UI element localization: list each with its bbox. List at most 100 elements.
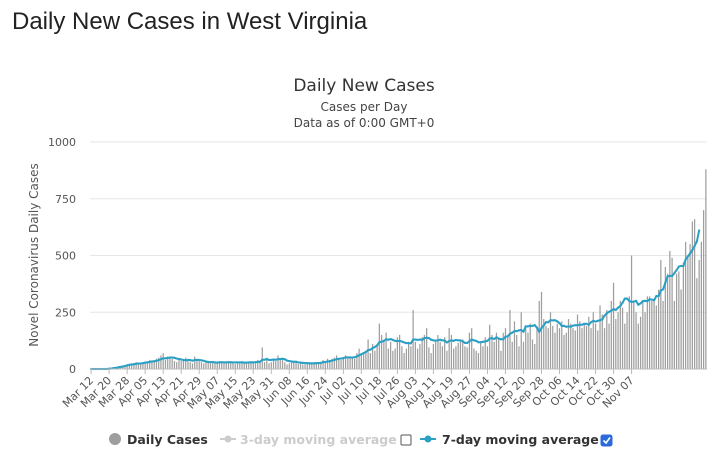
daily-cases-bar bbox=[205, 362, 207, 369]
daily-cases-bar bbox=[128, 364, 131, 369]
avg7-point bbox=[135, 362, 138, 365]
avg7-point bbox=[533, 324, 536, 327]
daily-cases-bar bbox=[682, 262, 684, 369]
avg7-point bbox=[412, 338, 415, 341]
daily-cases-bar bbox=[158, 357, 160, 369]
avg7-point bbox=[376, 344, 379, 347]
avg7-point bbox=[625, 297, 629, 300]
daily-cases-bar bbox=[135, 362, 137, 369]
daily-cases-bar bbox=[306, 363, 308, 369]
daily-cases-bar bbox=[482, 346, 484, 369]
avg7-point bbox=[403, 341, 406, 344]
avg7-point bbox=[556, 320, 559, 323]
avg7-point bbox=[675, 268, 678, 272]
avg7-point bbox=[360, 353, 363, 356]
daily-cases-bar bbox=[590, 328, 592, 369]
avg7-point bbox=[445, 341, 449, 344]
daily-cases-bar bbox=[574, 330, 576, 369]
avg7-point bbox=[418, 338, 421, 341]
avg7-point bbox=[686, 255, 689, 258]
avg7-point bbox=[421, 338, 424, 342]
legend-item-daily-cases[interactable]: Daily Cases bbox=[109, 432, 208, 447]
daily-cases-bar bbox=[477, 353, 480, 369]
avg7-point bbox=[457, 339, 460, 342]
daily-cases-bar bbox=[320, 362, 322, 369]
daily-cases-bar bbox=[164, 359, 167, 369]
avg7-point bbox=[128, 363, 131, 367]
daily-cases-bar bbox=[155, 358, 158, 369]
legend-item-avg3[interactable]: 3-day moving average bbox=[220, 432, 397, 447]
avg7-point bbox=[630, 300, 633, 304]
daily-cases-bar bbox=[295, 362, 297, 369]
daily-cases-bar bbox=[475, 350, 477, 369]
daily-cases-bar bbox=[489, 324, 491, 369]
y-tick-label: 1000 bbox=[48, 136, 76, 149]
daily-cases-bar bbox=[401, 346, 403, 369]
avg7-point bbox=[695, 240, 698, 243]
daily-cases-bar bbox=[480, 341, 482, 369]
legend-item-avg7[interactable]: 7-day moving average bbox=[420, 432, 599, 447]
daily-cases-bar bbox=[405, 348, 407, 369]
daily-cases-bar bbox=[257, 359, 259, 369]
daily-cases-bar bbox=[687, 255, 689, 369]
daily-cases-bar bbox=[383, 341, 385, 369]
daily-cases-bar bbox=[399, 334, 401, 369]
avg7-point bbox=[290, 360, 293, 363]
avg7-point bbox=[439, 338, 442, 341]
avg3-checkbox[interactable] bbox=[400, 434, 412, 446]
y-tick-label: 500 bbox=[55, 250, 76, 263]
avg7-point bbox=[238, 361, 241, 364]
avg7-point bbox=[234, 361, 237, 364]
daily-cases-bar bbox=[511, 341, 513, 369]
daily-cases-bar bbox=[209, 363, 212, 369]
avg7-point bbox=[463, 341, 467, 344]
avg7-point bbox=[547, 321, 550, 324]
avg7-checkbox[interactable] bbox=[600, 434, 613, 447]
avg7-point bbox=[515, 329, 518, 333]
daily-cases-bar bbox=[396, 337, 398, 369]
daily-cases-bar bbox=[333, 357, 335, 369]
daily-cases-bar bbox=[408, 341, 410, 369]
daily-cases-bar bbox=[507, 334, 509, 369]
daily-cases-bar bbox=[491, 334, 493, 369]
daily-cases-bar bbox=[218, 361, 221, 369]
avg7-point bbox=[623, 297, 626, 300]
avg7-point bbox=[378, 341, 381, 344]
avg7-point bbox=[373, 345, 376, 349]
avg7-point bbox=[603, 314, 606, 317]
daily-cases-bar bbox=[426, 328, 428, 369]
daily-cases-bar bbox=[423, 334, 426, 369]
daily-cases-bar bbox=[254, 363, 257, 369]
daily-cases-bar bbox=[466, 347, 468, 369]
daily-cases-bar bbox=[648, 296, 651, 369]
daily-cases-bar bbox=[509, 309, 511, 369]
avg7-point bbox=[497, 337, 500, 340]
y-tick-label: 250 bbox=[55, 306, 76, 319]
avg7-point bbox=[511, 331, 514, 334]
daily-cases-bar bbox=[367, 339, 369, 369]
daily-cases-bar bbox=[171, 358, 173, 369]
avg7-point bbox=[146, 361, 149, 364]
daily-cases-bar bbox=[617, 312, 619, 369]
avg7-point bbox=[213, 361, 217, 364]
avg7-point bbox=[436, 339, 440, 342]
avg7-point bbox=[326, 360, 329, 363]
avg7-point bbox=[184, 359, 187, 362]
daily-cases-bar bbox=[335, 355, 338, 369]
daily-cases-bar bbox=[353, 358, 356, 369]
avg7-point bbox=[306, 362, 309, 365]
avg7-point bbox=[664, 281, 667, 284]
daily-cases-bar bbox=[236, 362, 239, 369]
daily-cases-bar bbox=[414, 341, 417, 369]
daily-cases-bar bbox=[522, 341, 525, 369]
avg7-point bbox=[486, 339, 489, 342]
daily-cases-bar bbox=[182, 360, 185, 369]
daily-cases-bar bbox=[140, 364, 142, 369]
daily-cases-bar bbox=[673, 300, 675, 369]
avg7-point bbox=[211, 360, 214, 364]
avg7-point bbox=[580, 323, 584, 326]
daily-cases-bar bbox=[299, 363, 302, 369]
avg7-point bbox=[258, 360, 262, 363]
avg7-point bbox=[450, 339, 453, 342]
